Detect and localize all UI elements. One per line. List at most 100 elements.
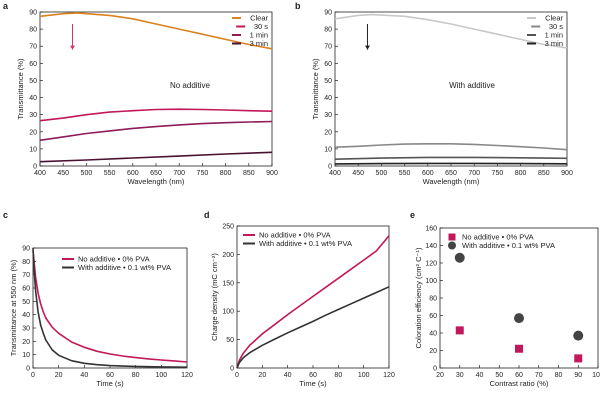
- y-tick-label: 50: [22, 299, 30, 306]
- arrow-head: [364, 45, 370, 50]
- series-line: [334, 156, 568, 160]
- series-line: [39, 12, 273, 50]
- y-tick-label: 0: [230, 366, 234, 373]
- x-tick-label: 650: [445, 170, 457, 177]
- y-tick-label: 20: [29, 129, 37, 136]
- y-tick-label: 60: [429, 313, 437, 320]
- x-tick-label: 450: [352, 170, 364, 177]
- series-line: [334, 13, 568, 49]
- data-point-square: [515, 344, 523, 353]
- y-axis-label: Charge density (mC cm⁻²): [210, 253, 219, 341]
- x-tick-label: 700: [173, 170, 185, 177]
- panel-label: d: [204, 210, 210, 220]
- y-tick-label: 80: [29, 27, 37, 34]
- y-axis-label: Transmittance (%): [16, 58, 25, 119]
- x-tick-label: 100: [358, 372, 370, 379]
- x-tick-label: 800: [220, 170, 232, 177]
- x-tick-label: 500: [81, 170, 93, 177]
- x-tick-label: 0: [235, 372, 239, 379]
- y-tick-label: 200: [222, 252, 234, 259]
- y-tick-label: 40: [22, 312, 30, 319]
- y-tick-label: 50: [324, 78, 332, 85]
- legend-label: No additive • 0% PVA: [78, 255, 150, 264]
- y-tick-label: 20: [324, 129, 332, 136]
- x-axis-label: Time (s): [96, 379, 124, 388]
- y-tick-label: 60: [22, 286, 30, 293]
- panel-label: b: [295, 1, 301, 11]
- x-tick-label: 40: [80, 372, 88, 379]
- x-tick-label: 120: [383, 372, 395, 379]
- series-line: [32, 247, 188, 368]
- panel-b: b 400 450 500 550 600 650 700 750 800 850 900 0 10 20 3…: [295, 1, 573, 186]
- x-tick-label: 100: [155, 372, 167, 379]
- x-tick-label: 400: [329, 170, 341, 177]
- x-tick-label: 600: [127, 170, 139, 177]
- y-tick-label: 0: [26, 366, 30, 373]
- x-tick-label: 650: [150, 170, 162, 177]
- x-tick-label: 60: [515, 372, 523, 379]
- data-point-circle: [454, 252, 465, 263]
- x-tick-label: 550: [104, 170, 116, 177]
- y-tick-label: 10: [29, 146, 37, 153]
- series-line: [334, 143, 568, 151]
- legend-label: Clear: [250, 14, 268, 23]
- y-tick-label: 40: [324, 95, 332, 102]
- y-tick-label: 20: [22, 339, 30, 346]
- x-tick-label: 850: [538, 170, 550, 177]
- legend-label: With additive • 0.1 wt% PVA: [78, 263, 171, 272]
- x-tick-label: 80: [555, 372, 563, 379]
- x-tick-label: 500: [376, 170, 388, 177]
- panel-e: e203040506070809010002040608010012014016…: [410, 210, 600, 388]
- x-tick-label: 20: [258, 372, 266, 379]
- legend-label: 30 s: [254, 22, 268, 31]
- legend-label: No additive • 0% PVA: [462, 233, 534, 242]
- y-axis-label: Transmittance at 550 nm (%): [9, 259, 18, 356]
- x-tick-label: 90: [574, 372, 582, 379]
- legend-label: No additive • 0% PVA: [259, 231, 331, 240]
- legend-swatch: [448, 241, 456, 250]
- y-tick-label: 70: [22, 272, 30, 279]
- y-tick-label: 40: [29, 95, 37, 102]
- data-point-square: [574, 354, 583, 363]
- panel-d: d 0 20 40 60 80 100 120 0 50 100 150 200 250 Time (s) C…: [204, 210, 395, 388]
- series-line: [39, 151, 273, 163]
- panel-label: a: [3, 1, 9, 11]
- legend-label: 1 min: [545, 31, 563, 40]
- y-tick-label: 150: [222, 280, 234, 287]
- y-tick-label: 0: [328, 164, 332, 171]
- y-tick-label: 50: [226, 337, 234, 344]
- y-tick-label: 100: [222, 309, 234, 316]
- legend-label: 1 min: [250, 31, 268, 40]
- y-tick-label: 250: [222, 224, 234, 231]
- y-tick-label: 70: [29, 44, 37, 51]
- x-tick-label: 750: [197, 170, 209, 177]
- y-tick-label: 70: [324, 44, 332, 51]
- data-point-circle: [514, 313, 524, 324]
- x-tick-label: 550: [399, 170, 411, 177]
- x-tick-label: 100: [592, 372, 600, 379]
- y-tick-label: 120: [425, 261, 437, 268]
- panel-a: a 400 450 500 550 600 650 700 750 800 850 900 0 10 20 3…: [3, 1, 278, 186]
- y-axis-label: Coloration efficiency (cm² C⁻¹): [414, 247, 423, 348]
- y-tick-label: 90: [324, 10, 332, 17]
- x-tick-label: 800: [515, 170, 527, 177]
- series-line: [334, 162, 568, 165]
- x-tick-label: 900: [266, 170, 278, 177]
- y-tick-label: 140: [425, 243, 437, 250]
- y-tick-label: 60: [29, 61, 37, 68]
- series-line: [236, 235, 390, 369]
- y-tick-label: 30: [29, 112, 37, 119]
- series-line: [32, 250, 188, 363]
- x-axis-label: Contrast ratio (%): [490, 379, 549, 388]
- data-point-square: [455, 326, 464, 335]
- x-tick-label: 450: [57, 170, 69, 177]
- y-tick-label: 90: [22, 246, 30, 253]
- y-tick-label: 0: [33, 164, 37, 171]
- x-tick-label: 120: [181, 372, 193, 379]
- x-tick-label: 400: [34, 170, 46, 177]
- y-tick-label: 10: [324, 146, 332, 153]
- x-tick-label: 50: [495, 372, 503, 379]
- x-tick-label: 0: [31, 372, 35, 379]
- y-tick-label: 20: [429, 348, 437, 355]
